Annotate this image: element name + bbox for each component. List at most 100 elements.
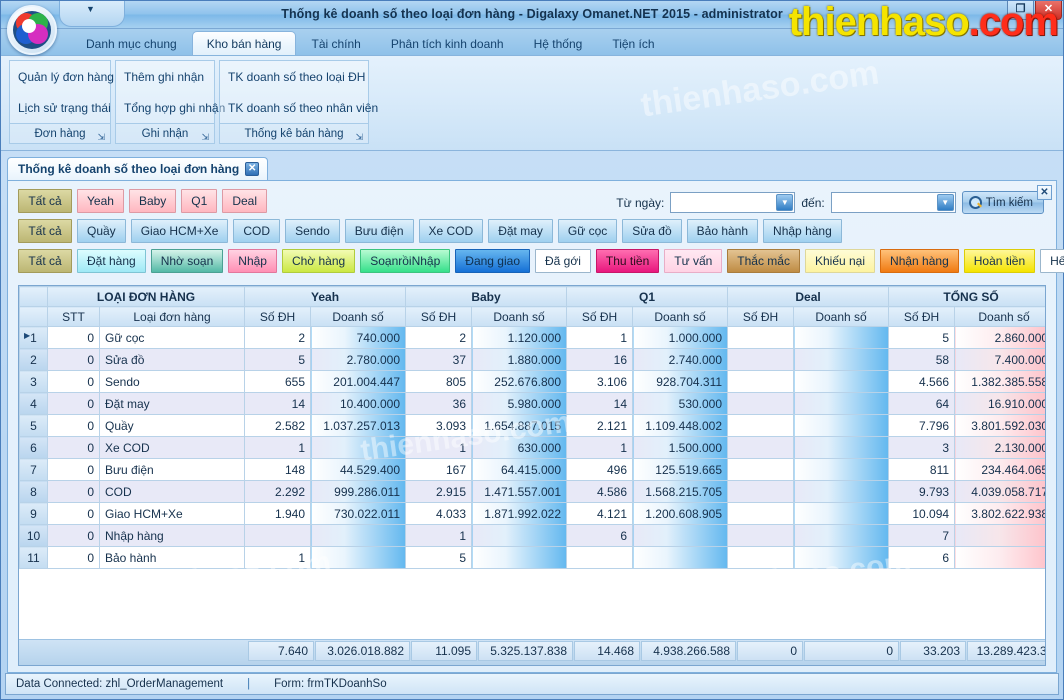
- row-selector[interactable]: 9: [19, 502, 48, 525]
- ribbon-tab-tien-ich[interactable]: Tiện ích: [612, 37, 655, 51]
- cell-q1-count[interactable]: 6: [566, 524, 634, 547]
- cell-yeah-revenue[interactable]: [310, 546, 407, 569]
- row-selector[interactable]: 7: [19, 458, 48, 481]
- cell-order-type[interactable]: Gữ cọc: [98, 326, 246, 349]
- statistics-data-grid[interactable]: LOẠI ĐƠN HÀNG Yeah Baby Q1 Deal TỔNG SỐ …: [18, 285, 1046, 666]
- table-row[interactable]: 11 0 Bảo hành 1 5 6: [19, 546, 1045, 569]
- column-header-total-count[interactable]: Số ĐH: [888, 306, 956, 327]
- cell-baby-revenue[interactable]: 5.980.000: [471, 392, 568, 415]
- cell-deal-count[interactable]: [727, 524, 795, 547]
- cell-q1-count[interactable]: 1: [566, 436, 634, 459]
- filter-shop-q1[interactable]: Q1: [181, 189, 218, 213]
- cell-stt[interactable]: 0: [47, 524, 100, 547]
- ribbon-item-lich-su-trang-thai[interactable]: Lịch sử trạng thái: [18, 100, 111, 115]
- row-selector[interactable]: 3: [19, 370, 48, 393]
- ribbon-item-tong-hop-ghi-nhan[interactable]: Tổng hợp ghi nhận: [124, 100, 226, 115]
- cell-order-type[interactable]: Giao HCM+Xe: [98, 502, 246, 525]
- cell-baby-revenue[interactable]: 1.654.887.015: [471, 414, 568, 437]
- cell-stt[interactable]: 0: [47, 480, 100, 503]
- cell-deal-count[interactable]: [727, 480, 795, 503]
- cell-deal-revenue[interactable]: [793, 502, 890, 525]
- filter-status-tat-ca[interactable]: Tất cả: [18, 249, 72, 273]
- cell-q1-count[interactable]: 4.121: [566, 502, 634, 525]
- cell-total-count[interactable]: 64: [888, 392, 956, 415]
- filter-type-sendo[interactable]: Sendo: [285, 219, 340, 243]
- cell-yeah-revenue[interactable]: 44.529.400: [310, 458, 407, 481]
- cell-yeah-count[interactable]: 2: [244, 326, 312, 349]
- cell-deal-count[interactable]: [727, 546, 795, 569]
- filter-status-nho-soan[interactable]: Nhờ soạn: [150, 249, 224, 273]
- column-header-loai-don-hang[interactable]: Loại đơn hàng: [98, 306, 246, 327]
- filter-status-nhap[interactable]: Nhập: [228, 249, 277, 273]
- cell-baby-revenue[interactable]: 1.120.000: [471, 326, 568, 349]
- filter-status-het[interactable]: Hết: [1040, 249, 1064, 273]
- cell-total-revenue[interactable]: 16.910.000: [954, 392, 1045, 415]
- cell-deal-revenue[interactable]: [793, 458, 890, 481]
- filter-type-sua-do[interactable]: Sửa đồ: [622, 219, 682, 243]
- filter-type-cod[interactable]: COD: [233, 219, 281, 243]
- cell-yeah-count[interactable]: 148: [244, 458, 312, 481]
- column-header-stt[interactable]: STT: [47, 306, 100, 327]
- cell-baby-count[interactable]: 4.033: [405, 502, 473, 525]
- chevron-down-icon[interactable]: ▼: [936, 194, 954, 211]
- cell-q1-count[interactable]: 496: [566, 458, 634, 481]
- cell-q1-revenue[interactable]: 530.000: [632, 392, 729, 415]
- filter-status-hoan-tien[interactable]: Hoàn tiền: [963, 249, 1036, 273]
- cell-total-revenue[interactable]: 7.400.000: [954, 348, 1045, 371]
- cell-order-type[interactable]: Quầy: [98, 414, 246, 437]
- cell-yeah-count[interactable]: 2.582: [244, 414, 312, 437]
- cell-q1-count[interactable]: 3.106: [566, 370, 634, 393]
- cell-q1-count[interactable]: 4.586: [566, 480, 634, 503]
- cell-q1-count[interactable]: 1: [566, 326, 634, 349]
- cell-baby-revenue[interactable]: 1.880.000: [471, 348, 568, 371]
- cell-deal-count[interactable]: [727, 392, 795, 415]
- to-date-picker[interactable]: ▼: [830, 192, 956, 213]
- cell-yeah-revenue[interactable]: 10.400.000: [310, 392, 407, 415]
- close-window-button[interactable]: ✕: [1035, 1, 1062, 20]
- cell-deal-count[interactable]: [727, 326, 795, 349]
- row-selector[interactable]: 2: [19, 348, 48, 371]
- column-header-q1-revenue[interactable]: Doanh số: [632, 306, 729, 327]
- cell-order-type[interactable]: Sửa đồ: [98, 348, 246, 371]
- row-selector[interactable]: 8: [19, 480, 48, 503]
- filter-status-cho-hang[interactable]: Chờ hàng: [281, 249, 356, 273]
- chevron-down-icon[interactable]: ▼: [776, 194, 794, 211]
- column-header-total-revenue[interactable]: Doanh số: [954, 306, 1045, 327]
- cell-baby-count[interactable]: 37: [405, 348, 473, 371]
- filter-type-xe-cod[interactable]: Xe COD: [418, 219, 484, 243]
- cell-q1-revenue[interactable]: 1.109.448.002: [632, 414, 729, 437]
- filter-shop-baby[interactable]: Baby: [128, 189, 177, 213]
- cell-stt[interactable]: 0: [47, 370, 100, 393]
- row-selector[interactable]: 11: [19, 546, 48, 569]
- cell-deal-revenue[interactable]: [793, 524, 890, 547]
- cell-yeah-revenue[interactable]: 999.286.011: [310, 480, 407, 503]
- row-selector[interactable]: ▶ 1: [19, 326, 48, 349]
- cell-yeah-revenue[interactable]: 730.022.011: [310, 502, 407, 525]
- cell-q1-revenue[interactable]: 1.200.608.905: [632, 502, 729, 525]
- cell-stt[interactable]: 0: [47, 502, 100, 525]
- filter-type-quay[interactable]: Quầy: [77, 219, 126, 243]
- cell-total-revenue[interactable]: 4.039.058.717: [954, 480, 1045, 503]
- cell-q1-revenue[interactable]: 2.740.000: [632, 348, 729, 371]
- cell-deal-count[interactable]: [727, 414, 795, 437]
- cell-deal-revenue[interactable]: [793, 348, 890, 371]
- cell-deal-revenue[interactable]: [793, 546, 890, 569]
- close-icon[interactable]: ✕: [245, 162, 260, 176]
- ribbon-item-tk-doanh-so-theo-nhan-vien[interactable]: TK doanh số theo nhân viên: [228, 100, 379, 115]
- dialog-launcher-icon[interactable]: ⇲: [355, 132, 363, 142]
- filter-type-tat-ca[interactable]: Tất cả: [18, 219, 72, 243]
- cell-yeah-count[interactable]: 5: [244, 348, 312, 371]
- cell-q1-count[interactable]: 2.121: [566, 414, 634, 437]
- search-button[interactable]: Tìm kiếm: [961, 191, 1044, 214]
- filter-type-bao-hanh[interactable]: Bảo hành: [686, 219, 759, 243]
- cell-order-type[interactable]: Xe COD: [98, 436, 246, 459]
- cell-q1-revenue[interactable]: 1.500.000: [632, 436, 729, 459]
- cell-total-count[interactable]: 5: [888, 326, 956, 349]
- row-selector[interactable]: 10: [19, 524, 48, 547]
- cell-total-revenue[interactable]: 234.464.065: [954, 458, 1045, 481]
- cell-total-count[interactable]: 3: [888, 436, 956, 459]
- cell-deal-count[interactable]: [727, 436, 795, 459]
- filter-status-tu-van[interactable]: Tư vấn: [664, 249, 723, 273]
- cell-deal-count[interactable]: [727, 458, 795, 481]
- cell-q1-revenue[interactable]: [632, 524, 729, 547]
